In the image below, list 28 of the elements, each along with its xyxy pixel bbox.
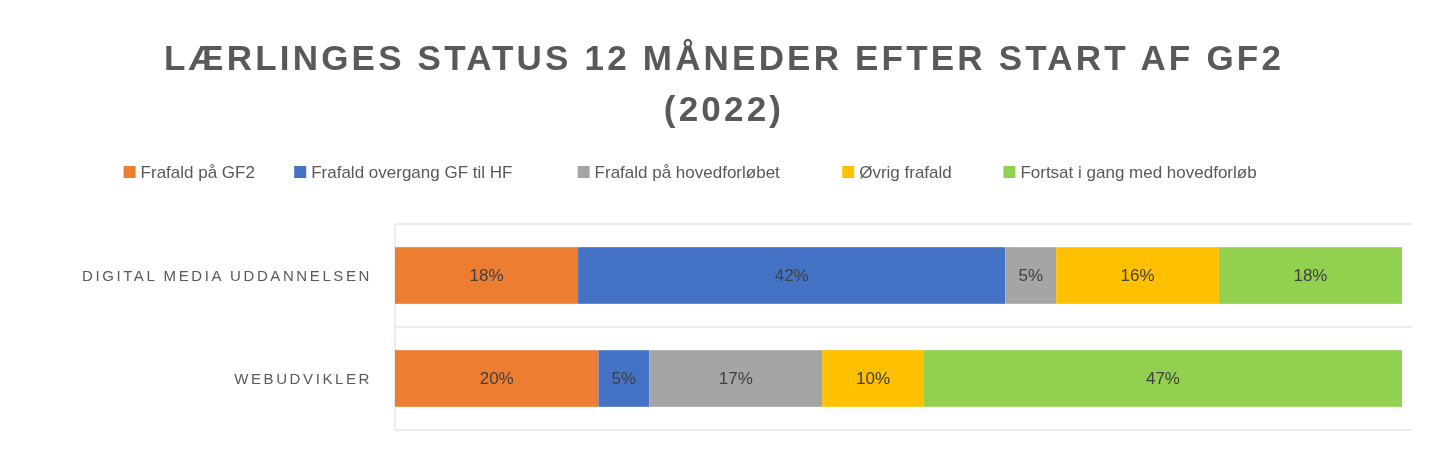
bar [1005,247,1057,304]
y-tick-label: WEBUDVIKLER [234,369,372,387]
bar [598,350,650,407]
data-label: 5% [611,369,637,389]
data-label: 16% [1120,266,1155,286]
data-label: 5% [1018,266,1044,286]
legend-label: Frafald på hovedforløbet [594,162,781,182]
bar [822,350,924,407]
bar [923,350,1402,407]
y-tick-label: DIGITAL MEDIA UDDANNELSEN [81,266,372,284]
data-label: 10% [856,369,891,389]
bar [395,350,599,407]
legend-label: Øvrig frafald [859,162,952,182]
data-label: 18% [1293,266,1328,286]
bar [649,350,823,407]
chart-title: LÆRLINGES STATUS 12 MÅNEDER EFTER START AF GF2 (2022) [163,38,1285,128]
data-label: 47% [1145,369,1180,389]
bar [1056,247,1219,304]
data-label: 17% [718,369,753,389]
legend-label: Frafald overgang GF til HF [311,162,513,182]
bar [395,247,579,304]
data-label: 42% [774,266,809,286]
data-label: 20% [479,369,514,389]
legend-label: Frafald på GF2 [140,162,255,182]
bar [1218,247,1402,304]
legend-label: Fortsat i gang med hovedforløb [1020,162,1257,182]
bar [578,247,1006,304]
data-label: 18% [469,266,504,286]
